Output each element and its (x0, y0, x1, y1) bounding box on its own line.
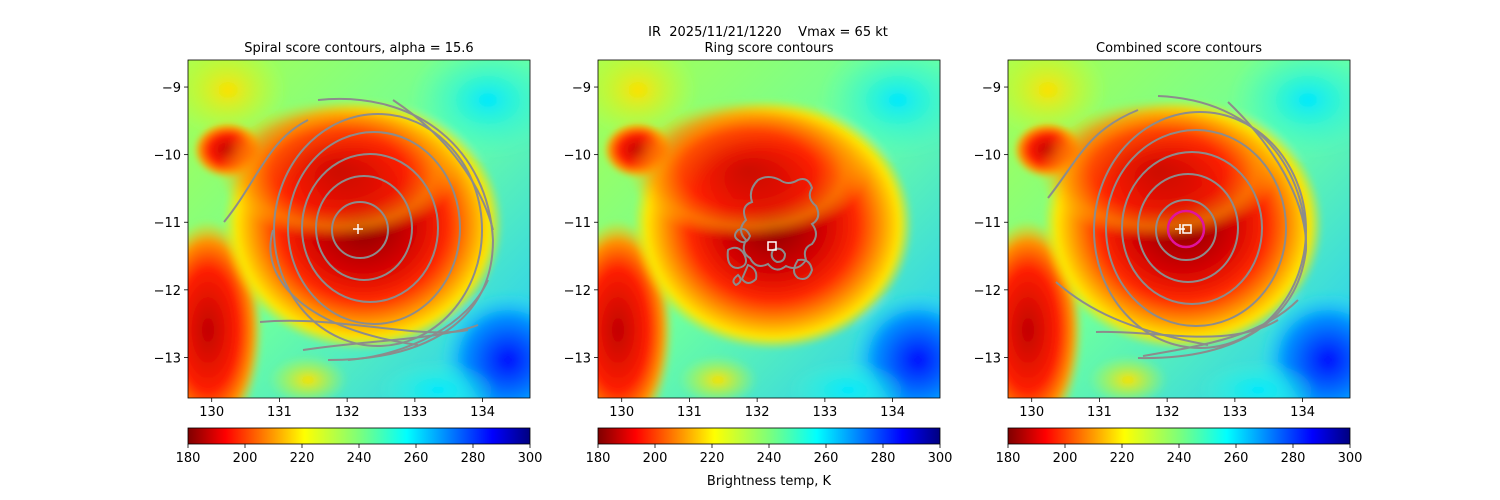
x-tick-label: 131 (1087, 405, 1112, 420)
center-square-marker (1182, 224, 1192, 234)
colorbar-tick-label: 280 (461, 451, 486, 466)
y-tick-label: −11 (974, 216, 1001, 231)
colorbar-tick-label: 240 (757, 451, 782, 466)
colorbar-label: Brightness temp, K (707, 474, 832, 489)
y-tick-label: −13 (974, 351, 1001, 366)
combined-contours (1047, 95, 1308, 360)
colorbar-tick-label: 260 (404, 451, 429, 466)
x-tick-label: 134 (1290, 405, 1315, 420)
x-tick-label: 133 (1222, 405, 1247, 420)
colorbar-tick-label: 280 (871, 451, 896, 466)
panel-ring: Ring score contours 130 131 132 133 134 −9 −1… (563, 40, 988, 489)
panel-title: Combined score contours (1096, 41, 1262, 56)
spiral-contours (223, 97, 495, 361)
x-tick-label: 130 (609, 405, 634, 420)
y-ticks: −9 −10 −11 −12 −13 (564, 81, 598, 366)
y-tick-label: −11 (154, 216, 181, 231)
colorbar-tick-label: 180 (586, 451, 611, 466)
center-plus-marker (353, 224, 363, 234)
y-tick-label: −12 (154, 284, 181, 299)
colorbar-tick-label: 180 (176, 451, 201, 466)
y-ticks: −9 −10 −11 −12 −13 (154, 81, 188, 366)
y-tick-label: −13 (564, 351, 591, 366)
x-tick-label: 131 (677, 405, 702, 420)
brightness-heatmap (153, 40, 578, 440)
brightness-heatmap (563, 40, 988, 440)
x-ticks: 130 131 132 133 134 (1019, 398, 1315, 420)
x-tick-label: 130 (199, 405, 224, 420)
x-ticks: 130 131 132 133 134 (199, 398, 495, 420)
colorbar-tick-label: 240 (347, 451, 372, 466)
y-ticks: −9 −10 −11 −12 −13 (974, 81, 1008, 366)
colorbar-tick-label: 200 (643, 451, 668, 466)
y-tick-label: −10 (974, 149, 1001, 164)
ring-contours (726, 176, 820, 287)
axes-frame (187, 59, 531, 399)
colorbar-tick-label: 220 (1110, 451, 1135, 466)
center-square-marker (767, 241, 777, 251)
colorbar-tick-label: 260 (814, 451, 839, 466)
y-tick-label: −13 (154, 351, 181, 366)
y-tick-label: −12 (974, 284, 1001, 299)
colorbar-tick-label: 200 (233, 451, 258, 466)
panel-title: Ring score contours (704, 41, 833, 56)
colorbar: 180 200 220 240 260 280 300 (586, 427, 953, 466)
colorbar-tick-label: 300 (518, 451, 543, 466)
axes-frame (597, 59, 941, 399)
x-tick-label: 133 (402, 405, 427, 420)
y-tick-label: −12 (564, 284, 591, 299)
panel-title: Spiral score contours, alpha = 15.6 (244, 41, 473, 56)
panel-combined: Combined score contours (973, 40, 1398, 466)
colorbar-tick-label: 280 (1281, 451, 1306, 466)
colorbar-tick-label: 300 (1338, 451, 1363, 466)
x-tick-label: 132 (335, 405, 360, 420)
colorbar-tick-label: 220 (700, 451, 725, 466)
y-tick-label: −11 (564, 216, 591, 231)
y-tick-label: −9 (572, 81, 591, 96)
axes-frame (1007, 59, 1351, 399)
colorbar-tick-label: 200 (1053, 451, 1078, 466)
x-tick-label: 131 (267, 405, 292, 420)
colorbar: 180 200 220 240 260 280 300 (176, 427, 543, 466)
y-tick-label: −10 (564, 149, 591, 164)
x-tick-label: 134 (880, 405, 905, 420)
brightness-heatmap (973, 40, 1398, 440)
colorbar-tick-label: 300 (928, 451, 953, 466)
colorbar-tick-label: 260 (1224, 451, 1249, 466)
highlight-ring (1166, 209, 1206, 249)
colorbar-tick-label: 180 (996, 451, 1021, 466)
colorbar: 180 200 220 240 260 280 300 (996, 427, 1363, 466)
figure-suptitle: IR 2025/11/21/1220 Vmax = 65 kt (648, 25, 888, 40)
panel-spiral: Spiral score contours, alpha = 15.6 (153, 40, 578, 466)
x-ticks: 130 131 132 133 134 (609, 398, 905, 420)
x-tick-label: 133 (812, 405, 837, 420)
x-tick-label: 132 (1155, 405, 1180, 420)
y-tick-label: −9 (982, 81, 1001, 96)
x-tick-label: 132 (745, 405, 770, 420)
y-tick-label: −9 (162, 81, 181, 96)
x-tick-label: 134 (470, 405, 495, 420)
colorbar-tick-label: 220 (290, 451, 315, 466)
x-tick-label: 130 (1019, 405, 1044, 420)
y-tick-label: −10 (154, 149, 181, 164)
colorbar-tick-label: 240 (1167, 451, 1192, 466)
